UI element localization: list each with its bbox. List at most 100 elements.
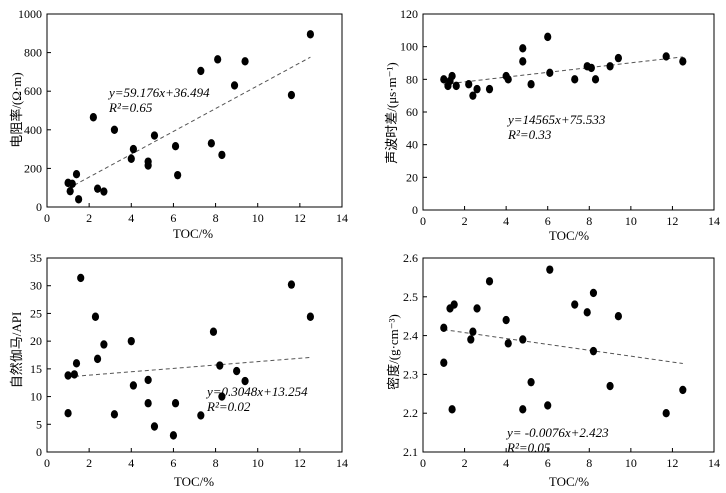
resistivity-data-point xyxy=(174,170,182,180)
resistivity-xtick-label: 12 xyxy=(294,211,306,225)
panel-gamma-xlabel: TOC/% xyxy=(174,474,214,489)
gamma-data-point xyxy=(218,392,226,401)
resistivity-data-point xyxy=(171,142,180,151)
density-data-point xyxy=(485,277,494,286)
acoustic-trend-line xyxy=(443,56,683,85)
gamma-data-point xyxy=(241,376,249,386)
acoustic-data-point xyxy=(662,52,670,61)
panel-gamma-eq-label: y=0.3048x+13.254 xyxy=(205,384,308,399)
gamma-data-point xyxy=(169,431,178,440)
acoustic-data-point xyxy=(527,80,535,89)
density-xtick-label: 2 xyxy=(462,456,468,470)
acoustic-data-point xyxy=(465,80,473,89)
panel-acoustic-r2-label: R²=0.33 xyxy=(507,127,552,142)
gamma-data-point xyxy=(72,359,81,368)
gamma-data-point xyxy=(150,422,159,431)
gamma-ytick-label: 5 xyxy=(36,417,42,431)
resistivity-plot-frame xyxy=(46,13,343,208)
resistivity-ytick-label: 1000 xyxy=(18,7,42,21)
panel-acoustic-eq-label: y=14565x+75.533 xyxy=(506,112,606,127)
resistivity-data-point xyxy=(214,55,222,64)
gamma-data-point xyxy=(144,399,152,408)
density-data-point xyxy=(589,346,598,356)
resistivity-data-point xyxy=(306,30,314,39)
gamma-data-point xyxy=(100,340,108,349)
acoustic-data-point xyxy=(546,68,554,78)
acoustic-xtick-label: 8 xyxy=(586,214,592,228)
acoustic-ytick-label: 40 xyxy=(406,138,418,152)
panel-gamma-ylabel: 自然伽马/API xyxy=(9,312,24,389)
resistivity-data-point xyxy=(127,154,135,163)
gamma-data-point xyxy=(287,280,296,289)
gamma-data-point xyxy=(233,366,241,376)
resistivity-xtick-label: 14 xyxy=(336,211,348,225)
acoustic-data-point xyxy=(448,71,456,81)
density-data-point xyxy=(679,385,687,395)
resistivity-data-point xyxy=(75,195,83,204)
resistivity-xtick-label: 6 xyxy=(170,211,176,225)
density-xtick-label: 6 xyxy=(545,456,551,470)
resistivity-ytick-label: 400 xyxy=(24,123,42,137)
acoustic-ytick-label: 120 xyxy=(400,7,418,21)
density-ytick-label: 2.2 xyxy=(403,406,418,420)
acoustic-ytick-label: 20 xyxy=(406,170,418,184)
resistivity-ytick-label: 0 xyxy=(36,200,42,214)
gamma-data-point xyxy=(209,327,218,336)
density-data-point xyxy=(450,300,458,309)
gamma-data-point xyxy=(216,361,224,370)
acoustic-data-point xyxy=(504,75,512,84)
panel-density: y= -0.0076x+2.423 R²=0.05 TOC/% 密度/(g·cm… xyxy=(386,251,720,489)
panel-gamma-r2-label: R²=0.02 xyxy=(206,399,251,414)
density-ytick-label: 2.4 xyxy=(403,329,418,343)
density-data-point xyxy=(544,401,552,410)
resistivity-data-point xyxy=(66,186,74,196)
gamma-data-point xyxy=(93,354,102,364)
panel-resistivity-r2-label: R²=0.65 xyxy=(108,100,153,115)
gamma-xtick-label: 14 xyxy=(336,456,348,470)
density-data-point xyxy=(546,265,554,274)
density-plot-frame xyxy=(422,257,715,453)
density-xtick-label: 0 xyxy=(420,456,426,470)
gamma-xtick-label: 0 xyxy=(44,456,50,470)
panel-resistivity-ylabel: 电阻率/(Ω·m) xyxy=(9,72,24,147)
panel-density-ylabel: 密度/(g·cm⁻³) xyxy=(386,314,401,390)
resistivity-data-point xyxy=(110,125,119,134)
gamma-data-point xyxy=(110,410,119,419)
gamma-data-point xyxy=(171,399,180,408)
density-xtick-label: 12 xyxy=(666,456,678,470)
panel-density-r2-label: R²=0.05 xyxy=(506,440,551,455)
density-data-point xyxy=(440,358,448,367)
gamma-data-point xyxy=(70,370,78,379)
acoustic-data-point xyxy=(452,81,460,91)
acoustic-data-point xyxy=(519,57,527,66)
density-ytick-label: 2.3 xyxy=(403,367,418,381)
density-xtick-label: 8 xyxy=(586,456,592,470)
acoustic-data-point xyxy=(606,62,614,71)
resistivity-data-point xyxy=(68,179,76,189)
resistivity-data-point xyxy=(230,81,239,90)
density-data-point xyxy=(589,288,598,298)
density-data-point xyxy=(502,315,510,325)
density-ytick-label: 2.1 xyxy=(403,445,418,459)
panel-resistivity: y=59.176x+36.494 R²=0.65 TOC/% 电阻率/(Ω·m)… xyxy=(9,7,348,241)
panel-gamma: y=0.3048x+13.254 R²=0.02 TOC/% 自然伽马/API … xyxy=(9,251,348,489)
gamma-plot-frame xyxy=(46,257,343,453)
acoustic-xtick-label: 12 xyxy=(666,214,678,228)
gamma-data-point xyxy=(91,312,100,321)
gamma-data-point xyxy=(127,336,135,346)
resistivity-data-point xyxy=(144,161,152,170)
density-trend-line xyxy=(443,329,683,365)
gamma-data-point xyxy=(144,375,152,385)
density-data-point xyxy=(473,304,481,313)
density-data-point xyxy=(662,409,670,418)
acoustic-ytick-label: 100 xyxy=(400,40,418,54)
panel-resistivity-xlabel: TOC/% xyxy=(173,226,213,241)
gamma-xtick-label: 8 xyxy=(213,456,219,470)
density-data-point xyxy=(448,405,456,414)
resistivity-data-point xyxy=(207,139,215,148)
gamma-data-point xyxy=(306,312,314,321)
gamma-ytick-label: 15 xyxy=(30,362,42,376)
gamma-ytick-label: 0 xyxy=(36,445,42,459)
resistivity-data-point xyxy=(287,90,296,100)
